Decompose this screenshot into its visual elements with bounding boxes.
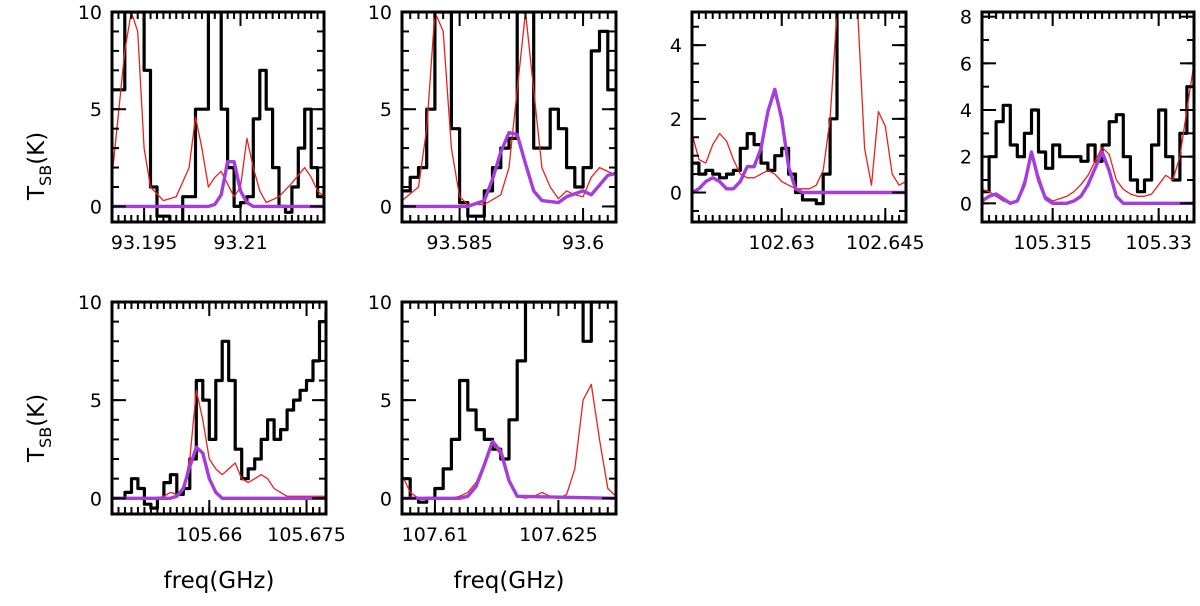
series-model-species [402,439,616,500]
panel-2: 93.585 93.6 0 5 10 [368,2,618,254]
y-tick-label: 0 [960,193,972,215]
x-tick-label: 93.585 [426,232,492,254]
x-tick-label: 105.66 [176,524,242,546]
panel-6: 107.61 107.625 0 5 10 [368,292,618,546]
series-model-species [112,160,324,209]
x-tick-label: 93.195 [111,232,177,254]
plot-area [112,311,326,510]
plot-frame [110,300,328,516]
series-observed [982,40,1194,194]
panel-3: 102.63 102.645 0 2 4 [670,10,925,254]
series-model-species [112,445,326,500]
series-model-total [112,12,324,204]
series-observed [112,12,324,222]
x-tick-label: 107.61 [402,524,468,546]
x-axis-title-panel5: freq(GHz) [164,568,275,594]
plot-area [112,12,324,222]
plot-frame [690,10,908,224]
y-tick-label: 10 [78,2,102,24]
x-tick-label: 105.315 [1013,232,1092,254]
y-tick-label: 0 [380,196,392,218]
plot-area [692,12,906,206]
x-tick-label: 93.21 [213,232,267,254]
y-tick-label: 0 [90,196,102,218]
y-tick-label: 10 [368,2,392,24]
plot-frame [980,10,1196,224]
series-model-total [112,389,326,499]
y-tick-label: 8 [960,7,972,29]
x-tick-label: 93.6 [562,232,604,254]
y-axis-title-row2: TSB(K) [24,394,55,463]
series-model-total [692,12,906,190]
plot-area [982,40,1194,205]
series-model-species [982,150,1194,205]
series-model-species [402,130,616,209]
y-tick-label: 0 [90,488,102,510]
panel-1: 93.195 93.21 0 5 10 [78,2,326,254]
series-observed [402,12,616,218]
y-tick-label: 5 [380,99,392,121]
y-tick-label: 2 [670,109,682,131]
y-tick-label: 10 [368,292,392,314]
x-tick-label: 105.33 [1125,232,1191,254]
series-observed [692,12,906,206]
plot-area [402,12,616,218]
plot-area [402,302,616,504]
panel-5: 105.66 105.675 0 5 10 [78,292,346,546]
panel-4: 105.315 105.33 0 2 4 6 8 [960,7,1196,254]
y-tick-label: 2 [960,147,972,169]
y-tick-label: 4 [670,35,682,57]
x-tick-label: 107.625 [519,524,598,546]
y-axis-title-row1: TSB(K) [24,132,55,201]
y-tick-label: 6 [960,53,972,75]
series-observed [112,311,326,510]
x-tick-label: 105.675 [267,524,346,546]
y-tick-label: 0 [380,488,392,510]
x-tick-label: 102.63 [748,232,814,254]
y-tick-label: 4 [960,100,972,122]
y-tick-label: 5 [380,390,392,412]
series-model-total [402,12,616,206]
x-tick-label: 102.645 [846,232,925,254]
plot-frame [110,10,326,224]
y-tick-label: 10 [78,292,102,314]
x-axis-title-panel6: freq(GHz) [454,568,565,594]
series-model-species [692,87,906,195]
series-observed [402,302,616,504]
y-tick-label: 5 [90,99,102,121]
y-tick-label: 0 [670,183,682,205]
y-tick-label: 5 [90,390,102,412]
